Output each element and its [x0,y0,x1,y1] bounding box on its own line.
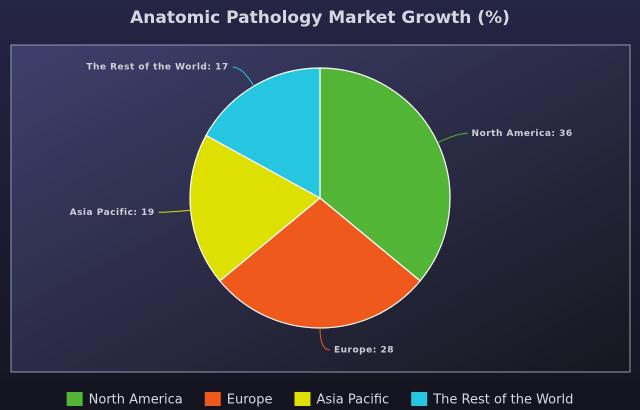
legend-swatch [294,392,311,406]
data-label: Europe: 28 [334,346,394,356]
legend-label: Asia Pacific [316,393,389,408]
data-label: North America: 36 [472,129,573,139]
data-label: Asia Pacific: 19 [70,208,155,218]
legend-label: The Rest of the World [432,393,573,408]
chart-title: Anatomic Pathology Market Growth (%) [130,8,510,28]
pie-slice [205,67,321,200]
data-label: The Rest of the World: 17 [86,63,228,73]
leader-line [232,66,255,87]
pie-slice [189,134,322,282]
legend-swatch [411,392,428,406]
legend-label: North America [89,393,183,408]
leader-line [158,209,191,213]
legend-swatch [66,392,83,406]
legend-label: Europe [227,393,273,408]
legend-swatch [204,392,221,406]
leader-line [437,132,468,144]
pie-slice [319,67,451,282]
pie-slice [218,197,422,329]
leader-line [319,327,331,351]
